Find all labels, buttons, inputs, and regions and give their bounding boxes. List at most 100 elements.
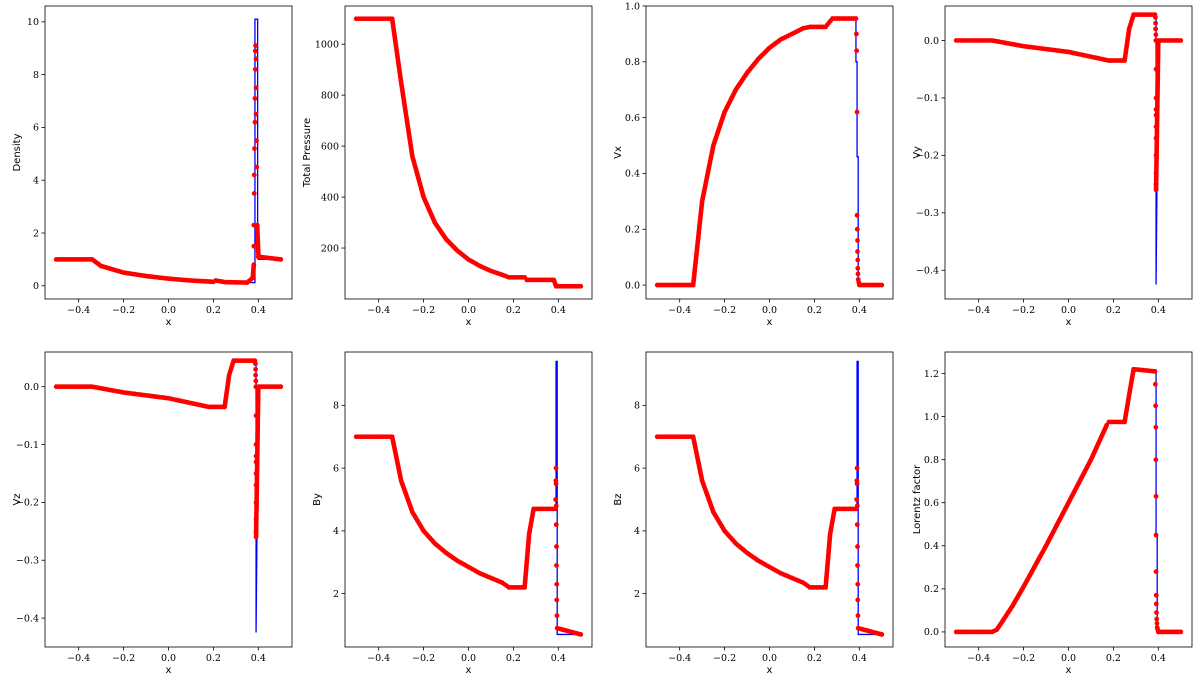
data-point: [53, 257, 59, 262]
data-point: [827, 531, 833, 537]
data-point: [252, 146, 257, 151]
data-point: [1153, 532, 1159, 538]
x-tick-label: −0.2: [713, 653, 736, 664]
x-axis-label: x: [166, 317, 172, 328]
y-tick-label: −0.4: [16, 613, 39, 624]
data-point: [231, 358, 237, 364]
data-point: [253, 48, 258, 54]
data-point: [409, 509, 415, 515]
data-point: [222, 404, 228, 410]
data-point: [206, 404, 212, 410]
data-point: [553, 522, 559, 528]
y-tick-label: 0.6: [625, 113, 640, 124]
series-line-exact: [657, 17, 882, 286]
x-tick-label: 0.2: [206, 653, 221, 664]
data-point: [1021, 584, 1026, 590]
data-point: [722, 528, 727, 534]
data-point: [255, 384, 261, 390]
x-tick-label: 0.0: [461, 305, 476, 316]
y-tick-label: 0.6: [924, 498, 939, 509]
data-point: [253, 499, 259, 505]
data-point: [854, 31, 859, 37]
x-axis-label: x: [466, 665, 472, 676]
axes-frame: [344, 5, 593, 300]
data-point: [554, 625, 560, 631]
x-tick-label: 0.0: [762, 653, 777, 664]
plot-area: [53, 18, 284, 286]
y-tick-label: 8: [333, 401, 339, 412]
data-point: [1153, 381, 1158, 387]
y-axis-label: Bz: [613, 493, 624, 505]
data-point: [253, 85, 259, 91]
data-point: [526, 531, 532, 537]
y-tick-label: 0.4: [924, 541, 939, 552]
data-point: [854, 109, 860, 115]
x-tick-label: −0.4: [67, 653, 90, 664]
series-points-group: [654, 16, 885, 288]
data-point: [1106, 419, 1112, 425]
data-point: [1126, 392, 1132, 398]
y-tick-label: 6: [33, 123, 39, 134]
data-point: [767, 564, 772, 570]
data-point: [53, 384, 59, 390]
series-points-group: [953, 12, 1184, 193]
data-point: [1043, 543, 1049, 549]
x-tick-label: 0.4: [251, 653, 266, 664]
data-point: [1152, 368, 1158, 374]
plot-area: [953, 12, 1184, 285]
data-point: [253, 442, 259, 447]
data-point: [143, 273, 149, 279]
data-point: [710, 143, 716, 148]
data-point: [466, 257, 471, 262]
data-point: [1153, 187, 1159, 193]
data-point: [832, 506, 838, 512]
data-point: [233, 279, 239, 285]
series-line-exact: [356, 360, 581, 636]
data-point: [733, 87, 739, 93]
y-tick-label: 2: [634, 589, 640, 600]
data-point: [855, 563, 860, 568]
series-points-group: [953, 366, 1184, 635]
y-tick-label: 4: [634, 526, 640, 537]
y-axis-label: Density: [12, 133, 23, 171]
x-tick-label: 0.2: [1106, 305, 1121, 316]
data-point: [1153, 493, 1159, 499]
data-point: [1178, 629, 1184, 635]
plot-area: [53, 358, 284, 633]
data-point: [251, 172, 257, 178]
y-tick-label: 0.4: [625, 169, 640, 180]
series-line-exact: [956, 13, 1181, 285]
data-point: [953, 38, 959, 43]
y-axis-label: Total Pressure: [302, 118, 313, 188]
y-tick-label: 4: [333, 526, 339, 537]
data-point: [998, 620, 1004, 626]
data-point: [251, 243, 257, 249]
plot-area: [353, 360, 584, 637]
data-point: [953, 629, 959, 635]
subplot-lorentz-factor: −0.4 −0.2 0.0 0.2 0.4 0.0 0.2 0.4 0.6 0.8 1.0 1.2 x L…: [912, 351, 1193, 676]
data-point: [854, 48, 860, 54]
data-point: [553, 465, 559, 471]
x-tick-label: 0.4: [551, 653, 566, 664]
data-point: [213, 278, 219, 283]
data-point: [1066, 500, 1071, 506]
data-point: [744, 70, 750, 76]
data-point: [488, 268, 494, 274]
data-point: [800, 580, 806, 586]
data-point: [994, 627, 1000, 633]
x-tick-label: 0.4: [251, 305, 266, 316]
data-point: [855, 597, 861, 603]
data-point: [699, 198, 705, 204]
data-point: [506, 274, 512, 280]
data-point: [1131, 12, 1137, 18]
data-point: [1178, 38, 1184, 43]
data-point: [421, 528, 426, 534]
y-tick-label: 600: [321, 141, 339, 152]
x-tick-label: 0.0: [1061, 305, 1076, 316]
data-point: [553, 497, 559, 502]
subplot-density: −0.4 −0.2 0.0 0.2 0.4 0 2 4 6 8 10 x Density: [12, 5, 293, 328]
data-point: [188, 278, 194, 283]
data-point: [554, 563, 559, 568]
data-point: [89, 384, 95, 390]
data-point: [800, 25, 806, 31]
